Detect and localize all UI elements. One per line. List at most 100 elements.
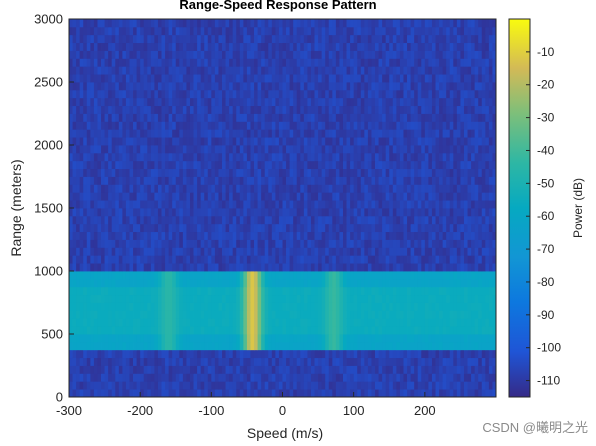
heatmap-cell bbox=[474, 357, 479, 366]
heatmap-cell bbox=[182, 145, 187, 154]
heatmap-cell bbox=[296, 137, 301, 146]
heatmap-cell bbox=[236, 255, 241, 264]
heatmap-cell bbox=[424, 334, 429, 343]
heatmap-cell bbox=[118, 326, 123, 335]
heatmap-cell bbox=[289, 145, 294, 154]
heatmap-cell bbox=[118, 231, 123, 240]
heatmap-cell bbox=[72, 318, 77, 327]
heatmap-cell bbox=[222, 286, 226, 296]
heatmap-cell bbox=[467, 255, 472, 264]
heatmap-cell bbox=[222, 208, 226, 217]
heatmap-cell bbox=[293, 381, 298, 390]
heatmap-cell bbox=[118, 310, 123, 319]
heatmap-cell bbox=[375, 113, 379, 122]
heatmap-cell bbox=[108, 168, 113, 177]
heatmap-cell bbox=[303, 192, 308, 201]
heatmap-cell bbox=[133, 247, 138, 256]
heatmap-cell bbox=[439, 192, 444, 201]
heatmap-cell bbox=[275, 208, 280, 217]
heatmap-cell bbox=[104, 263, 109, 272]
heatmap-cell bbox=[310, 294, 315, 303]
heatmap-cell bbox=[293, 168, 298, 177]
heatmap-cell bbox=[211, 334, 216, 343]
heatmap-cell bbox=[449, 278, 454, 288]
heatmap-cell bbox=[342, 152, 347, 162]
heatmap-cell bbox=[478, 349, 483, 359]
heatmap-cell bbox=[197, 294, 202, 303]
heatmap-cell bbox=[236, 318, 241, 327]
heatmap-cell bbox=[453, 74, 458, 83]
heatmap-cell bbox=[282, 278, 287, 288]
heatmap-cell bbox=[264, 215, 269, 225]
heatmap-cell bbox=[250, 247, 255, 256]
heatmap-cell bbox=[69, 341, 73, 351]
heatmap-cell bbox=[474, 334, 479, 343]
heatmap-cell bbox=[439, 121, 444, 130]
heatmap-cell bbox=[197, 302, 202, 311]
heatmap-cell bbox=[108, 294, 113, 303]
heatmap-cell bbox=[410, 349, 415, 359]
heatmap-cell bbox=[421, 318, 426, 327]
heatmap-cell bbox=[204, 145, 209, 154]
heatmap-cell bbox=[211, 200, 216, 209]
heatmap-cell bbox=[250, 365, 255, 374]
heatmap-cell bbox=[357, 381, 362, 390]
heatmap-cell bbox=[318, 294, 323, 303]
heatmap-cell bbox=[289, 318, 294, 327]
heatmap-cell bbox=[179, 318, 184, 327]
heatmap-cell bbox=[325, 137, 330, 146]
heatmap-cell bbox=[321, 192, 326, 201]
heatmap-cell bbox=[150, 239, 155, 248]
heatmap-cell bbox=[186, 310, 191, 319]
heatmap-cell bbox=[439, 113, 444, 122]
heatmap-cell bbox=[111, 176, 116, 185]
heatmap-cell bbox=[111, 334, 116, 343]
heatmap-cell bbox=[378, 373, 383, 382]
heatmap-cell bbox=[175, 294, 180, 303]
heatmap-cell bbox=[90, 334, 95, 343]
heatmap-cell bbox=[261, 302, 266, 311]
heatmap-cell bbox=[353, 231, 358, 240]
heatmap-cell bbox=[108, 263, 113, 272]
heatmap-cell bbox=[424, 255, 429, 264]
heatmap-cell bbox=[407, 176, 411, 185]
heatmap-cell bbox=[371, 200, 376, 209]
heatmap-cell bbox=[101, 168, 105, 177]
heatmap-cell bbox=[243, 82, 248, 91]
heatmap-cell bbox=[353, 137, 358, 146]
heatmap-cell bbox=[278, 223, 283, 233]
heatmap-cell bbox=[367, 89, 372, 99]
heatmap-cell bbox=[186, 349, 191, 359]
heatmap-cell bbox=[111, 200, 116, 209]
heatmap-cell bbox=[72, 231, 77, 240]
heatmap-cell bbox=[321, 310, 326, 319]
heatmap-cell bbox=[314, 160, 319, 170]
heatmap-cell bbox=[321, 334, 326, 343]
heatmap-cell bbox=[125, 89, 130, 99]
heatmap-cell bbox=[403, 192, 408, 201]
heatmap-cell bbox=[175, 184, 180, 193]
heatmap-cell bbox=[403, 223, 408, 233]
heatmap-cell bbox=[232, 89, 237, 99]
heatmap-cell bbox=[239, 97, 244, 107]
heatmap-cell bbox=[392, 105, 397, 114]
heatmap-cell bbox=[104, 310, 109, 319]
heatmap-cell bbox=[182, 82, 187, 91]
heatmap-cell bbox=[332, 184, 337, 193]
heatmap-cell bbox=[261, 192, 266, 201]
heatmap-cell bbox=[168, 105, 173, 114]
heatmap-cell bbox=[417, 334, 422, 343]
heatmap-cell bbox=[72, 152, 77, 162]
heatmap-cell bbox=[342, 310, 347, 319]
heatmap-cell bbox=[328, 381, 333, 390]
heatmap-cell bbox=[410, 365, 415, 374]
heatmap-cell bbox=[332, 373, 337, 382]
heatmap-cell bbox=[293, 74, 298, 83]
heatmap-cell bbox=[222, 373, 226, 382]
heatmap-cell bbox=[175, 255, 180, 264]
heatmap-cell bbox=[471, 168, 476, 177]
heatmap-cell bbox=[463, 74, 468, 83]
heatmap-cell bbox=[293, 263, 298, 272]
heatmap-cell bbox=[193, 247, 198, 256]
heatmap-cell bbox=[136, 357, 141, 366]
